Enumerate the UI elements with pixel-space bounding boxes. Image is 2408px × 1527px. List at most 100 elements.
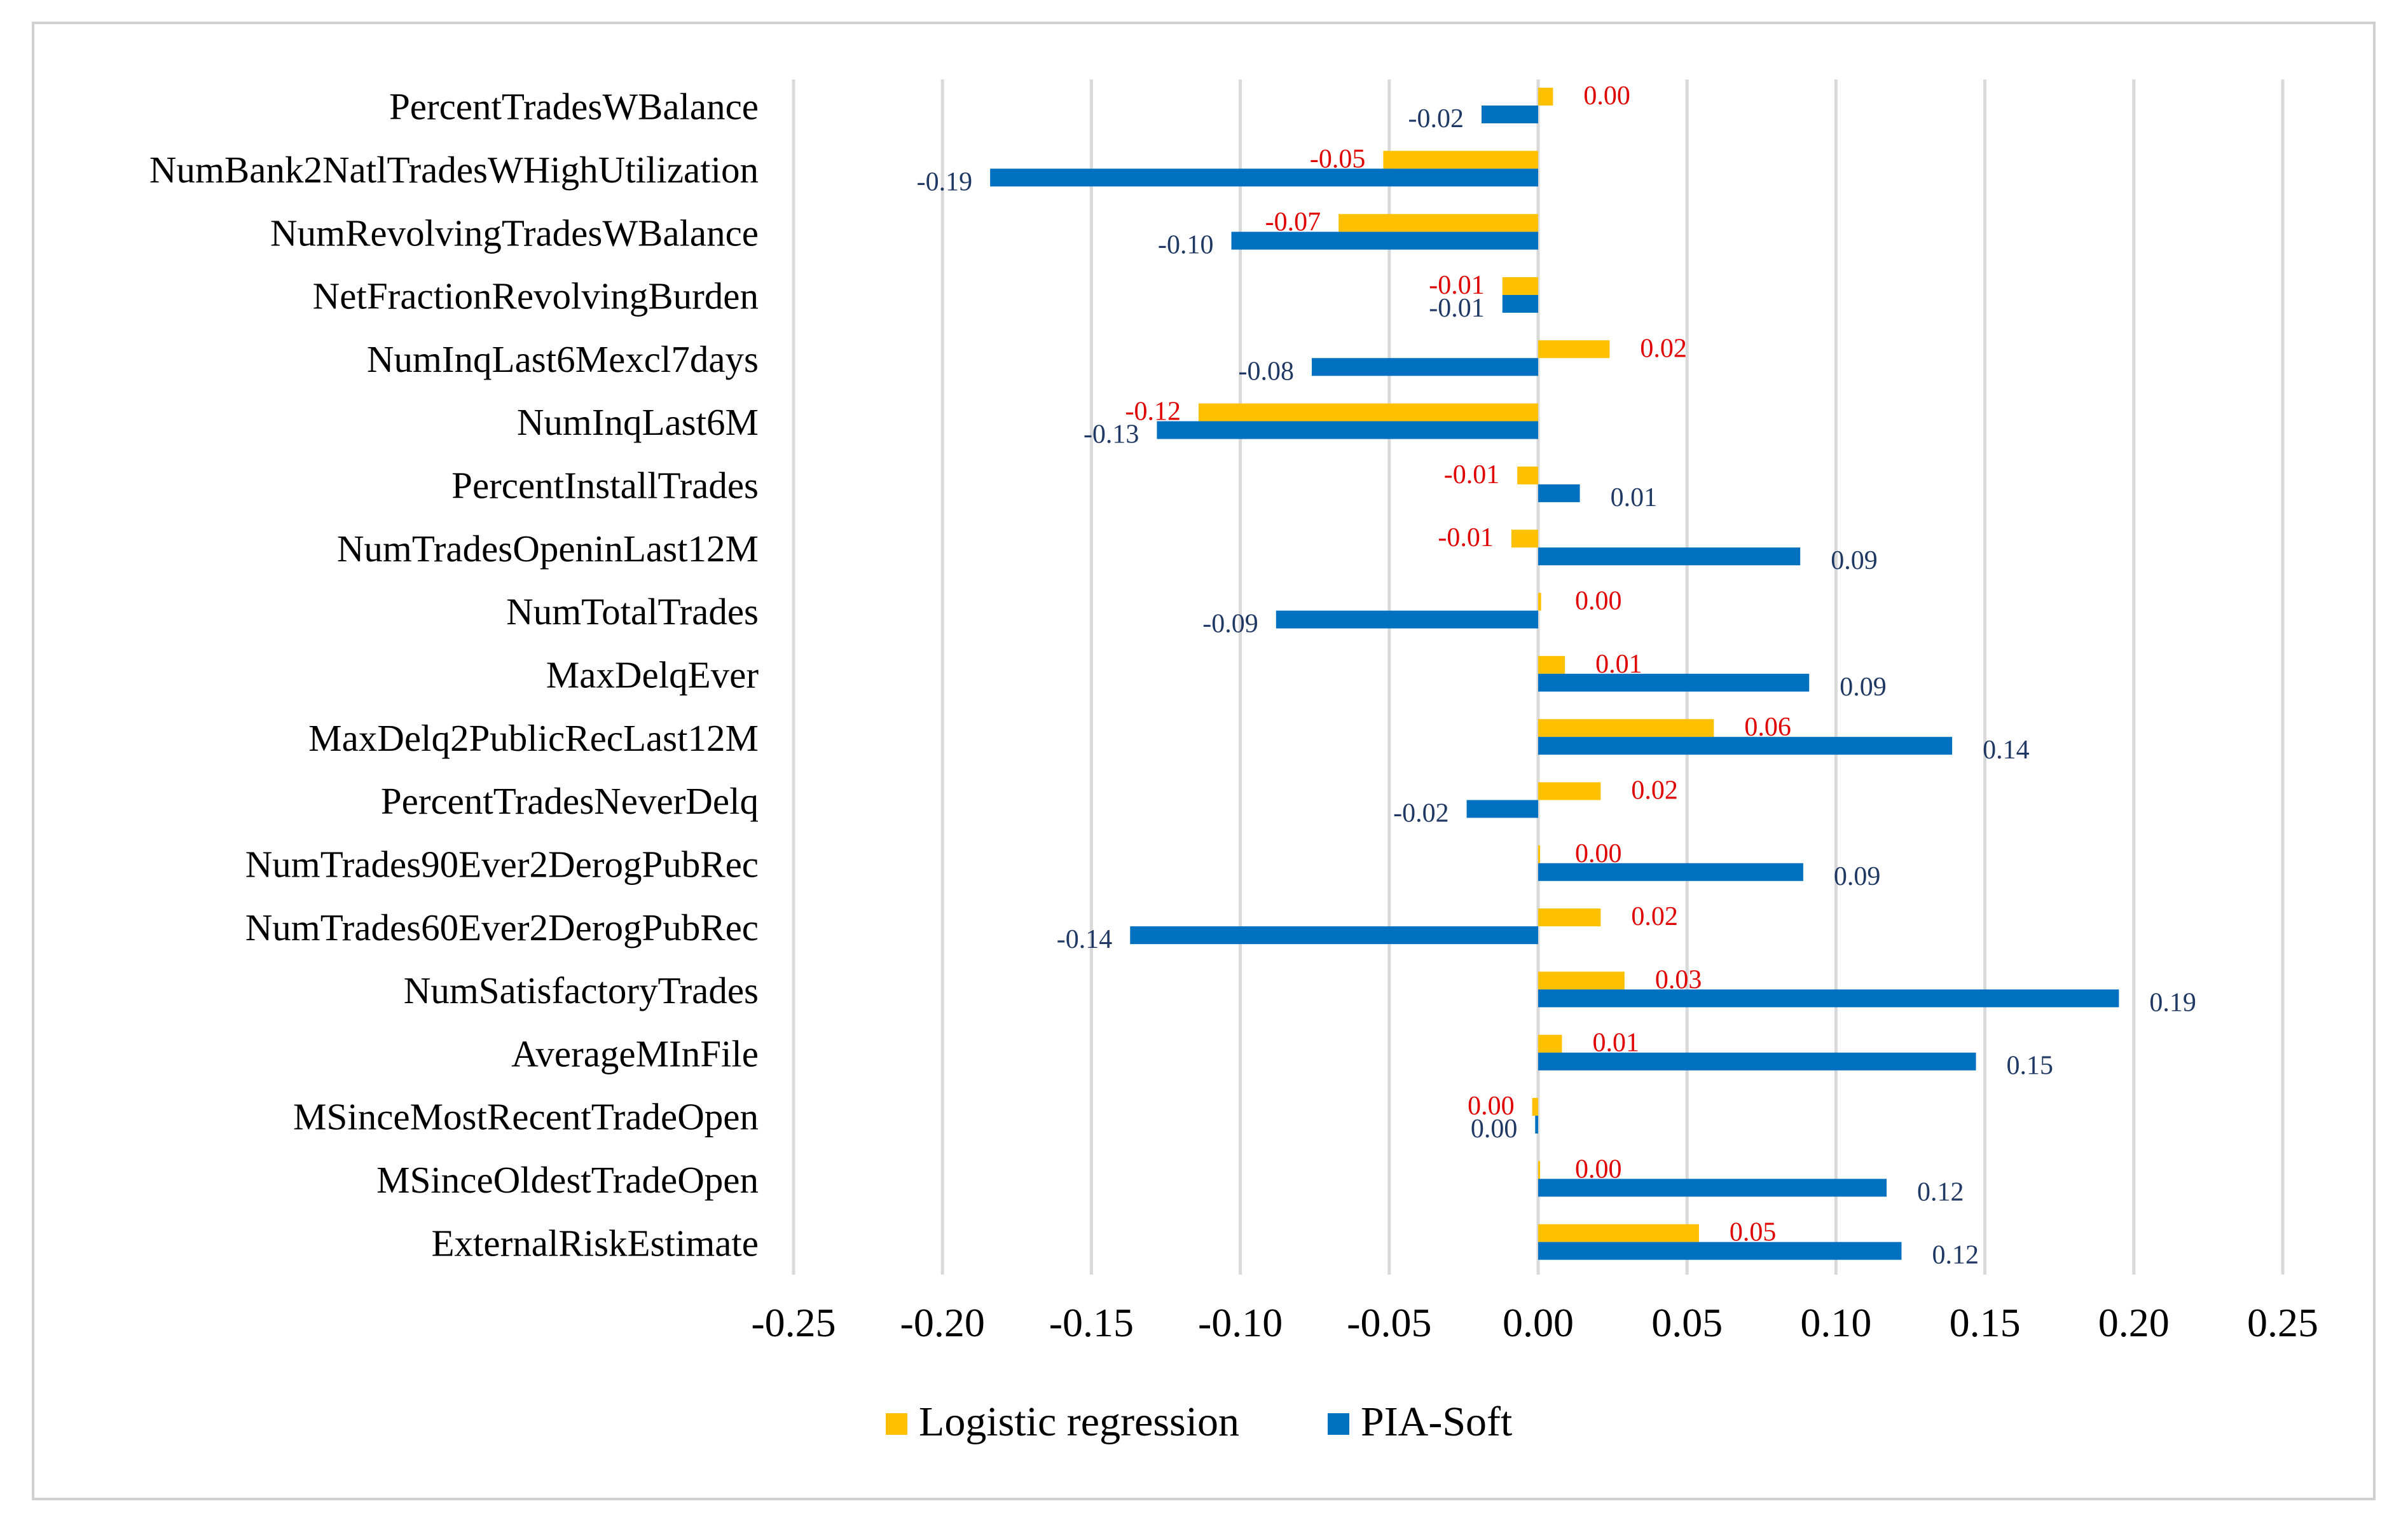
data-label-pia-soft: -0.14 [1057,925,1113,954]
category-label: PercentTradesNeverDelq [381,780,759,822]
x-tick-label: 0.20 [2098,1300,2170,1345]
bar-logistic-regression [1538,592,1541,611]
category-label: AverageMInFile [511,1032,759,1074]
data-label-logistic-regression: -0.01 [1429,271,1485,300]
data-label-logistic-regression: 0.02 [1640,334,1687,363]
bars [990,88,2119,1260]
category-label: NumInqLast6Mexcl7days [367,338,759,380]
data-label-logistic-regression: 0.00 [1575,839,1622,868]
legend-label-pia-soft: PIA-Soft [1361,1399,1512,1445]
x-tick-label: -0.20 [900,1300,985,1345]
data-label-pia-soft: 0.19 [2149,988,2196,1017]
legend: Logistic regression PIA-Soft [886,1399,1512,1445]
category-label: NumRevolvingTradesWBalance [270,212,759,254]
bar-logistic-regression [1532,1098,1538,1116]
data-label-pia-soft: -0.13 [1084,420,1139,449]
data-label-logistic-regression: -0.12 [1125,397,1181,427]
data-label-logistic-regression: 0.02 [1631,902,1678,931]
data-label-logistic-regression: 0.00 [1575,587,1622,616]
bar-pia-soft [1312,358,1538,376]
x-tick-label: -0.25 [751,1300,836,1345]
bar-pia-soft [1466,800,1538,818]
bar-pia-soft [1538,1242,1902,1260]
legend-label-logistic-regression: Logistic regression [919,1399,1239,1445]
bar-logistic-regression [1502,277,1538,295]
bar-logistic-regression [1199,403,1538,421]
data-label-pia-soft: 0.09 [1831,546,1878,575]
category-label: NumBank2NatlTradesWHighUtilization [149,149,759,191]
category-label: NumSatisfactoryTrades [404,969,759,1011]
category-label: NumInqLast6M [517,401,759,443]
category-label: NumTrades90Ever2DerogPubRec [245,843,759,885]
bar-pia-soft [1538,1179,1887,1197]
data-label-pia-soft: 0.09 [1834,862,1881,891]
category-label: NumTotalTrades [506,591,759,633]
x-tick-label: 0.25 [2247,1300,2318,1345]
x-tick-labels: -0.25 -0.20 -0.15 -0.10 -0.05 0.00 0.05 0.10 0.1… [751,1300,2318,1345]
data-label-pia-soft: -0.19 [917,167,973,196]
x-tick-label: 0.05 [1651,1300,1723,1345]
data-label-pia-soft: 0.00 [1471,1114,1518,1144]
data-label-pia-soft: 0.12 [1917,1177,1964,1207]
data-labels: 0.00-0.05-0.07-0.010.02-0.12-0.01-0.010.… [917,81,2196,1270]
data-label-logistic-regression: 0.02 [1631,776,1678,805]
data-label-logistic-regression: -0.05 [1310,144,1366,174]
bar-logistic-regression [1517,466,1538,484]
data-label-logistic-regression: -0.01 [1444,460,1500,490]
category-label: MaxDelq2PublicRecLast12M [308,717,759,759]
legend-swatch-logistic-regression [886,1413,907,1435]
data-label-pia-soft: 0.14 [1983,736,2030,765]
bar-logistic-regression [1538,655,1565,674]
data-label-logistic-regression: 0.01 [1595,650,1642,679]
bar-pia-soft [1535,1116,1538,1134]
bar-pia-soft [990,168,1538,187]
bar-logistic-regression [1383,151,1538,169]
bar-logistic-regression [1538,88,1553,106]
category-label: PercentInstallTrades [451,465,759,507]
bar-pia-soft [1538,989,2119,1008]
data-label-logistic-regression: 0.00 [1575,1154,1622,1184]
category-label: NetFractionRevolvingBurden [313,275,759,317]
bar-logistic-regression [1538,1161,1540,1179]
data-label-logistic-regression: 0.05 [1730,1218,1777,1247]
bar-pia-soft [1482,106,1538,123]
data-label-logistic-regression: 0.06 [1744,713,1791,742]
bar-pia-soft [1157,421,1538,439]
data-label-pia-soft: -0.08 [1239,357,1295,386]
data-label-pia-soft: -0.10 [1158,231,1214,260]
category-label: PercentTradesWBalance [389,86,759,128]
category-label: NumTrades60Ever2DerogPubRec [245,907,759,948]
data-label-pia-soft: -0.02 [1393,798,1449,828]
category-label: MSinceMostRecentTradeOpen [293,1096,759,1138]
bar-logistic-regression [1538,1034,1562,1053]
category-label: MSinceOldestTradeOpen [376,1159,759,1201]
data-label-logistic-regression: -0.07 [1265,208,1321,237]
bar-logistic-regression [1511,530,1538,548]
bar-pia-soft [1538,1052,1976,1071]
bar-pia-soft [1130,926,1538,945]
bar-pia-soft [1276,610,1538,629]
bar-logistic-regression [1538,782,1601,800]
bar-logistic-regression [1538,340,1610,359]
bar-pia-soft [1538,863,1803,881]
category-labels: PercentTradesWBalance NumBank2NatlTradesW… [149,86,759,1264]
x-tick-label: -0.10 [1198,1300,1283,1345]
bar-logistic-regression [1538,908,1601,927]
bar-pia-soft [1538,484,1580,502]
bar-pia-soft [1502,294,1538,313]
data-label-pia-soft: -0.01 [1429,294,1485,323]
data-label-logistic-regression: 0.00 [1468,1092,1515,1121]
x-tick-label: 0.00 [1503,1300,1574,1345]
data-label-pia-soft: 0.12 [1932,1241,1979,1270]
x-tick-label: -0.15 [1049,1300,1134,1345]
data-label-pia-soft: 0.15 [2007,1051,2054,1081]
bar-logistic-regression [1538,971,1625,990]
x-tick-label: -0.05 [1347,1300,1431,1345]
category-label: NumTradesOpeninLast12M [337,528,759,570]
data-label-pia-soft: -0.02 [1408,104,1464,134]
data-label-logistic-regression: 0.00 [1583,81,1630,111]
bar-logistic-regression [1538,845,1540,863]
data-label-logistic-regression: 0.03 [1655,965,1702,994]
